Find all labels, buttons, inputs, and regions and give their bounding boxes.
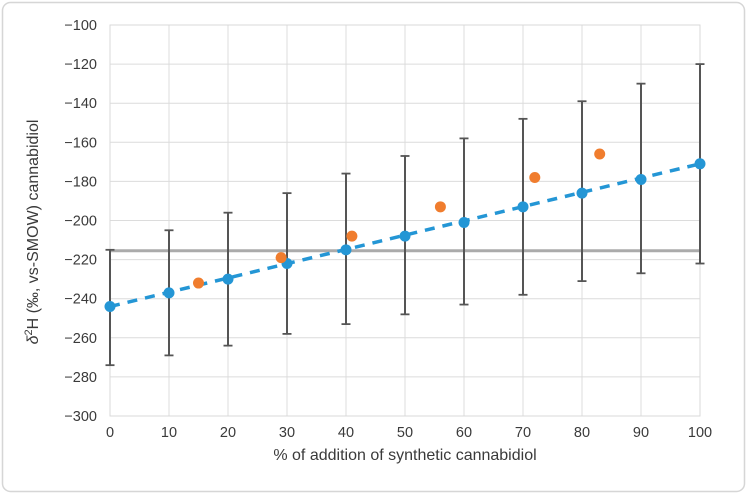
y-tick-label: −260	[64, 331, 97, 347]
x-tick-label: 100	[688, 425, 712, 441]
x-tick-label: 30	[279, 425, 295, 441]
trendline-dashed	[109, 162, 701, 309]
data-point-orange	[346, 230, 358, 242]
y-tick-label: −180	[64, 174, 97, 190]
y-tick-label: −220	[64, 253, 97, 269]
x-tick-label: 50	[397, 425, 413, 441]
data-point-orange	[193, 277, 204, 289]
x-tick-label: 10	[161, 425, 177, 441]
y-axis-title-text: H (‰, vs-SMOW) cannabidiol	[25, 119, 42, 330]
data-point-blue	[517, 201, 529, 213]
data-point-blue	[104, 301, 116, 313]
y-tick-label: −240	[64, 292, 97, 308]
data-point-blue	[340, 244, 352, 256]
y-tick-label: −160	[64, 135, 97, 151]
data-point-orange	[434, 201, 446, 213]
x-tick-label: 40	[338, 425, 354, 441]
data-point-blue	[576, 187, 588, 199]
y-axis-title: δ2H (‰, vs-SMOW) cannabidiol	[23, 120, 43, 345]
x-axis-title: % of addition of synthetic cannabidiol	[273, 447, 537, 464]
x-tick-label: 0	[106, 425, 114, 441]
data-point-blue	[163, 287, 175, 299]
x-tick-label: 70	[515, 425, 531, 441]
y-tick-label: −200	[64, 214, 97, 230]
x-tick-label: 20	[220, 425, 236, 441]
x-tick-label: 80	[574, 425, 590, 441]
data-point-blue	[635, 173, 647, 185]
y-tick-label: −100	[64, 18, 97, 34]
data-point-blue	[399, 230, 411, 242]
x-tick-label: 90	[633, 425, 649, 441]
data-point-blue	[458, 216, 470, 228]
y-axis-title-superscript: 2	[23, 329, 35, 336]
data-point-blue	[222, 273, 234, 285]
y-axis-title-delta: δ	[25, 335, 42, 345]
data-point-orange	[594, 148, 606, 160]
data-point-orange	[275, 252, 287, 264]
data-point-blue	[694, 158, 706, 170]
y-tick-label: −120	[64, 57, 97, 73]
y-tick-label: −140	[64, 96, 97, 112]
x-tick-label: 60	[456, 425, 472, 441]
y-tick-label: −300	[64, 409, 97, 425]
data-point-orange	[529, 171, 541, 183]
y-tick-label: −280	[64, 370, 97, 386]
